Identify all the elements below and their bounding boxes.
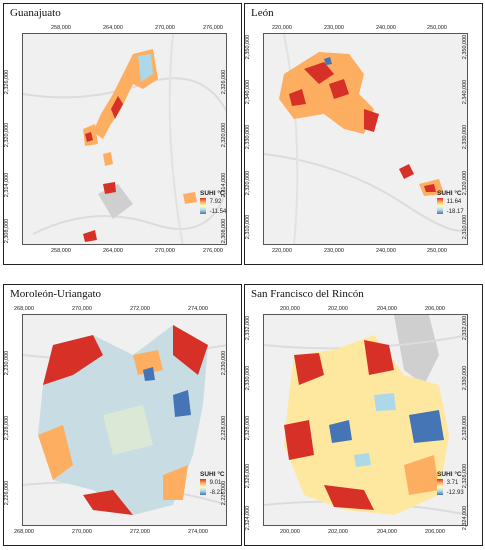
x-tick-top: 272,000	[130, 306, 150, 312]
legend-title: SUHI °C	[200, 471, 225, 478]
y-tick-right: 2,310,000	[462, 214, 469, 240]
x-tick-bottom: 270,000	[155, 248, 175, 254]
y-tick-right: 2,332,000	[462, 315, 469, 341]
panel-title: León	[251, 7, 274, 19]
panel-title: San Francisco del Rincón	[251, 288, 364, 300]
x-tick-bottom: 270,000	[72, 529, 92, 535]
x-tick-top: 268,000	[14, 306, 34, 312]
map-canvas	[264, 34, 467, 244]
x-tick-top: 206,000	[425, 306, 445, 312]
x-tick-bottom: 202,000	[328, 529, 348, 535]
map-guanajuato	[22, 33, 227, 245]
map-moroleon-uriangato	[22, 314, 227, 526]
y-tick-left: 2,326,000	[245, 463, 252, 489]
x-tick-bottom: 268,000	[14, 529, 34, 535]
x-tick-top: 200,000	[280, 306, 300, 312]
legend-min: -12.93	[446, 490, 464, 496]
y-tick-left: 2,324,000	[245, 505, 252, 531]
legend: SUHI °C 3.71 -12.93	[437, 471, 464, 498]
x-tick-top: 274,000	[188, 306, 208, 312]
x-tick-top: 204,000	[377, 306, 397, 312]
legend-title: SUHI °C	[200, 190, 225, 197]
legend-color-ramp	[437, 479, 443, 495]
panel-leon: León 220,000 230,000 240,000 250,000 2,3…	[244, 3, 483, 265]
panel-guanajuato: Guanajuato 258,000 264,000 270,000 276,0…	[3, 3, 242, 265]
legend-color-ramp	[200, 198, 206, 214]
legend-color-ramp	[437, 198, 443, 214]
panel-title: Guanajuato	[10, 7, 61, 19]
y-tick-left: 2,330,000	[245, 124, 252, 150]
y-tick-left: 2,320,000	[245, 170, 252, 196]
y-tick-right: 2,324,000	[462, 505, 469, 531]
legend-title: SUHI °C	[437, 190, 462, 197]
x-tick-bottom: 200,000	[280, 529, 300, 535]
y-tick-left: 2,330,000	[245, 365, 252, 391]
x-tick-top: 230,000	[324, 25, 344, 31]
x-tick-top: 270,000	[72, 306, 92, 312]
y-tick-left: 2,228,000	[4, 415, 11, 441]
panel-title: Moroleón-Uriangato	[10, 288, 102, 300]
legend-title: SUHI °C	[437, 471, 462, 478]
legend-color-ramp	[200, 479, 206, 495]
x-tick-bottom: 272,000	[130, 529, 150, 535]
y-tick-left: 2,308,000	[4, 218, 11, 244]
y-tick-left: 2,332,000	[245, 315, 252, 341]
y-tick-right: 2,350,000	[462, 34, 469, 60]
y-tick-right: 2,230,000	[221, 350, 228, 376]
y-tick-right: 2,328,000	[462, 415, 469, 441]
panel-moroleon-uriangato: Moroleón-Uriangato 268,000 270,000 272,0…	[3, 284, 242, 546]
x-tick-bottom: 206,000	[425, 529, 445, 535]
x-tick-bottom: 240,000	[376, 248, 396, 254]
map-leon	[263, 33, 468, 245]
x-tick-top: 240,000	[376, 25, 396, 31]
legend-max: 11.64	[446, 199, 462, 205]
y-tick-left: 2,226,000	[4, 480, 11, 506]
y-tick-right: 2,308,000	[221, 218, 228, 244]
x-tick-bottom: 276,000	[203, 248, 223, 254]
legend: SUHI °C 7.92 -11.54	[200, 190, 226, 217]
x-tick-top: 220,000	[272, 25, 292, 31]
x-tick-top: 276,000	[203, 25, 223, 31]
legend-min: -8.21	[209, 490, 224, 496]
legend: SUHI °C 9.01 -8.21	[200, 471, 225, 498]
y-tick-right: 2,340,000	[462, 79, 469, 105]
y-tick-right: 2,330,000	[462, 365, 469, 391]
x-tick-bottom: 274,000	[188, 529, 208, 535]
map-canvas	[23, 34, 226, 244]
panel-san-francisco-del-rincon: San Francisco del Rincón 200,000 202,000…	[244, 284, 483, 546]
x-tick-bottom: 230,000	[324, 248, 344, 254]
map-san-francisco-del-rincon	[263, 314, 468, 526]
x-tick-bottom: 264,000	[103, 248, 123, 254]
x-tick-bottom: 258,000	[51, 248, 71, 254]
x-tick-bottom: 220,000	[272, 248, 292, 254]
y-tick-left: 2,350,000	[245, 34, 252, 60]
y-tick-left: 2,310,000	[245, 214, 252, 240]
y-tick-left: 2,340,000	[245, 79, 252, 105]
legend-max: 3.71	[446, 480, 459, 486]
legend-min: -18.17	[446, 209, 464, 215]
x-tick-bottom: 204,000	[377, 529, 397, 535]
x-tick-top: 258,000	[51, 25, 71, 31]
y-tick-right: 2,330,000	[462, 124, 469, 150]
y-tick-right: 2,326,000	[221, 69, 228, 95]
y-tick-left: 2,230,000	[4, 350, 11, 376]
y-tick-left: 2,328,000	[245, 415, 252, 441]
y-tick-left: 2,326,000	[4, 69, 11, 95]
x-tick-top: 250,000	[427, 25, 447, 31]
legend-min: -11.54	[209, 209, 227, 215]
y-tick-right: 2,228,000	[221, 415, 228, 441]
y-tick-left: 2,320,000	[4, 122, 11, 148]
x-tick-bottom: 250,000	[427, 248, 447, 254]
legend-max: 7.92	[209, 199, 222, 205]
map-canvas	[264, 315, 467, 516]
map-canvas	[23, 325, 226, 515]
y-tick-right: 2,320,000	[221, 122, 228, 148]
legend-max: 9.01	[209, 480, 222, 486]
x-tick-top: 202,000	[328, 306, 348, 312]
legend: SUHI °C 11.64 -18.17	[437, 190, 464, 217]
y-tick-left: 2,314,000	[4, 172, 11, 198]
x-tick-top: 270,000	[155, 25, 175, 31]
x-tick-top: 264,000	[103, 25, 123, 31]
